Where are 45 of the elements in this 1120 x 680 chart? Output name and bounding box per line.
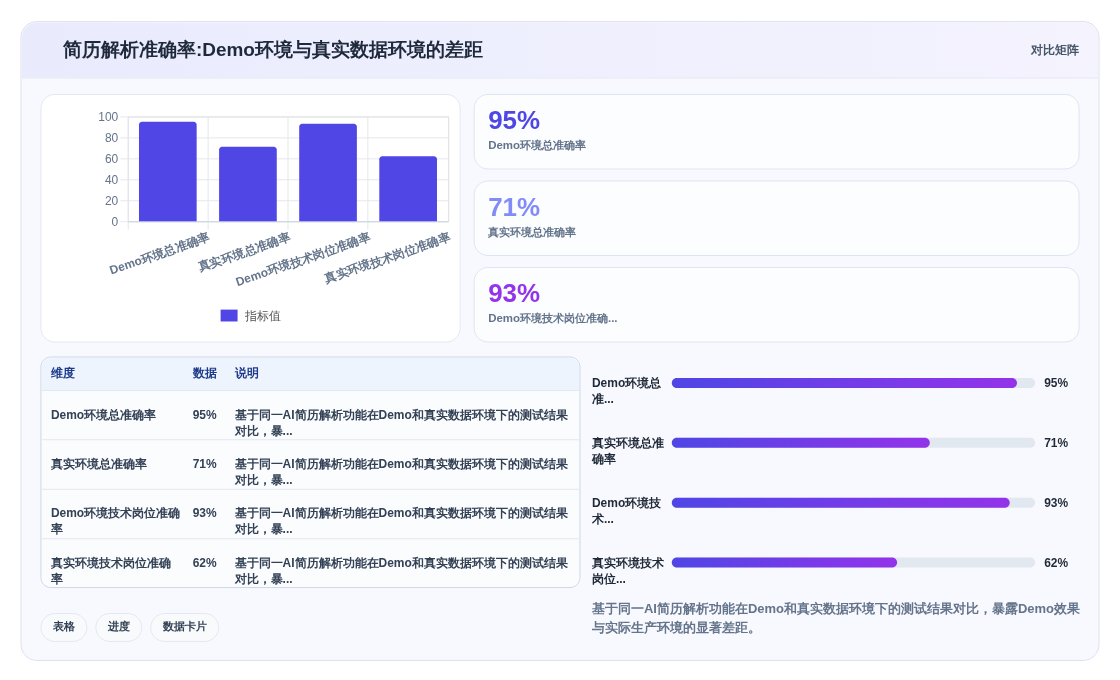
text: 基于同一AI简历解析功能在Demo和真实数据环境下的测试结果对比，暴... <box>233 506 569 537</box>
bar <box>299 123 357 222</box>
bar <box>379 156 437 222</box>
text: 95% <box>192 407 217 422</box>
y-tick-label: 60 <box>104 151 119 166</box>
bar <box>219 146 277 222</box>
data-label: 71% <box>1044 435 1069 450</box>
text: 对比矩阵 <box>1030 42 1080 57</box>
legend-label: 指标值 <box>243 308 281 323</box>
data-label: 62% <box>1044 555 1069 570</box>
text: 说明 <box>233 366 259 381</box>
text: 95% <box>488 106 541 135</box>
text: 基于同一AI简历解析功能在Demo和真实数据环境下的测试结果对比，暴... <box>233 407 569 438</box>
y-tick-label: 真实环境总准确率 <box>590 435 664 466</box>
text: 62% <box>192 555 217 570</box>
annotation: 基于同一AI简历解析功能在Demo和真实数据环境下的测试结果对比，暴露Demo效果与实际生产环境的显著差距。 <box>590 600 1081 636</box>
text: 真实环境技术岗位准确率 <box>49 555 171 586</box>
y-tick-label: 真实环境技术岗位... <box>590 555 664 586</box>
text: 基于同一AI简历解析功能在Demo和真实数据环境下的测试结果对比，暴... <box>233 555 569 586</box>
text: 数据卡片 <box>161 620 207 633</box>
text: 表格 <box>51 620 76 633</box>
text: 进度 <box>106 620 130 633</box>
text: Demo环境总准确率 <box>488 139 586 152</box>
y-tick-label: Demo环境技术... <box>590 495 663 526</box>
text: 数据 <box>191 366 217 381</box>
text: 真实环境总准确率 <box>49 457 147 472</box>
text: 简历解析准确率:Demo环境与真实数据环境的差距 <box>61 38 483 60</box>
text: 93% <box>192 506 217 521</box>
y-tick-label: 100 <box>98 109 119 124</box>
text: Demo环境技术岗位准确... <box>488 312 618 325</box>
data-label: 95% <box>1044 375 1069 390</box>
bar <box>138 121 197 222</box>
text: Demo环境技术岗位准确率 <box>49 506 181 537</box>
text: 基于同一AI简历解析功能在Demo和真实数据环境下的测试结果对比，暴... <box>233 457 569 487</box>
text: 93% <box>488 279 541 308</box>
data-label: 93% <box>1044 495 1069 510</box>
y-tick-label: 0 <box>111 214 119 229</box>
text: Demo环境总准确率 <box>50 407 157 422</box>
text: 71% <box>488 192 541 221</box>
text: 71% <box>192 457 217 472</box>
y-tick-label: 80 <box>104 130 119 145</box>
y-tick-label: Demo环境总准... <box>591 375 663 406</box>
y-tick-label: 40 <box>104 172 119 187</box>
text: 维度 <box>49 366 75 381</box>
y-tick-label: 20 <box>104 193 119 208</box>
